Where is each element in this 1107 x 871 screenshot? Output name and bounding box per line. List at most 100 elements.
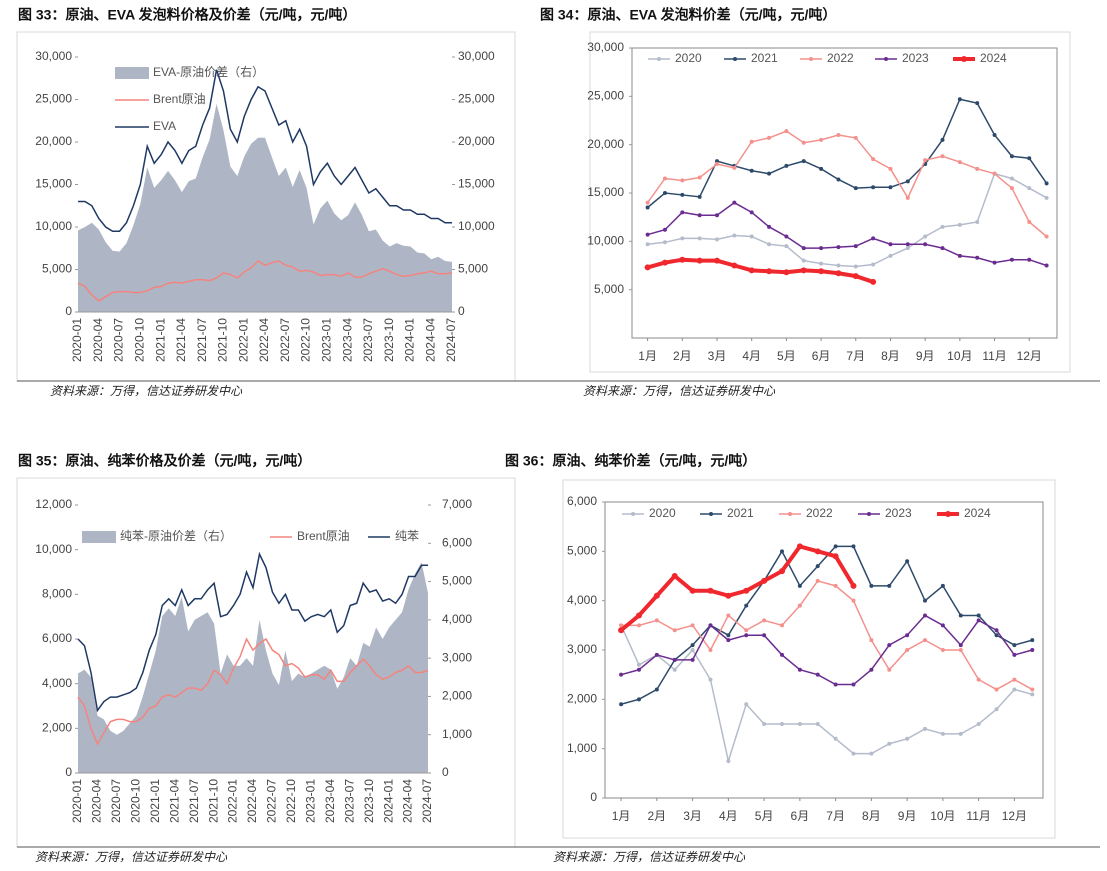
point: [801, 258, 806, 263]
point: [851, 544, 856, 549]
area: [78, 103, 452, 312]
point: [654, 687, 659, 692]
point: [732, 233, 737, 238]
point: [853, 186, 858, 191]
point: [797, 583, 802, 588]
point: [832, 553, 839, 560]
point: [697, 194, 702, 199]
point: [853, 244, 858, 249]
point: [815, 672, 820, 677]
x-tick-label: 5月: [755, 809, 774, 823]
point: [975, 166, 980, 171]
point: [957, 253, 962, 258]
point: [680, 210, 685, 215]
x-tick-label: 2021-10: [206, 779, 220, 823]
x-tick-label: 2021-07: [187, 779, 201, 823]
point: [887, 643, 892, 648]
x-tick-label: 2020-07: [112, 318, 126, 362]
x-tick-label: 3月: [683, 809, 702, 823]
source-note: 资料来源：万得，信达证券研发中心: [583, 384, 776, 398]
x-tick-label: 2022-07: [278, 318, 292, 362]
legend-label: Brent原油: [153, 92, 206, 106]
point: [923, 638, 928, 643]
point: [749, 139, 754, 144]
y2-tick-label: 5,000: [458, 262, 488, 276]
point: [957, 222, 962, 227]
x-tick-label: 2021-01: [148, 779, 162, 823]
x-tick-label: 11月: [982, 349, 1006, 363]
point: [779, 549, 784, 554]
point: [905, 648, 910, 652]
point: [662, 227, 667, 232]
x-tick-label: 2月: [673, 349, 692, 363]
x-tick-label: 11月: [966, 809, 990, 823]
x-tick-label: 2022-10: [284, 779, 298, 823]
x-tick-label: 2024-01: [381, 779, 395, 823]
point: [797, 603, 802, 608]
line: [78, 69, 452, 232]
point: [992, 260, 997, 265]
point: [743, 587, 750, 594]
source-note: 资料来源：万得，信达证券研发中心: [553, 850, 746, 864]
point: [958, 613, 963, 618]
point: [887, 583, 892, 588]
panel-border: [589, 31, 1071, 373]
point: [726, 613, 731, 618]
point: [1012, 677, 1017, 682]
point: [923, 613, 928, 618]
point: [672, 667, 677, 672]
point: [645, 200, 650, 205]
point: [744, 603, 749, 608]
point: [714, 257, 720, 264]
line: [647, 130, 1048, 238]
point: [871, 236, 876, 241]
x-tick-label: 2020-04: [91, 318, 105, 362]
x-tick-label: 8月: [881, 349, 900, 363]
x-tick-label: 2022-07: [265, 779, 279, 823]
legend-label: 2024: [980, 51, 1007, 65]
x-tick-label: 2024-04: [401, 779, 415, 823]
chart-title: 图 34：原油、EVA 发泡料价差（元/吨，元/吨）: [540, 7, 836, 23]
x-tick-label: 2020-01: [70, 318, 84, 362]
chart-panel: 图 35：原油、纯苯价格及价差（元/吨，元/吨） 资料来源：万得，信达证券研发中心…: [16, 453, 516, 864]
point: [940, 246, 945, 251]
point: [976, 613, 981, 618]
point: [662, 176, 667, 181]
point: [871, 157, 876, 162]
point: [994, 633, 999, 638]
y-tick-label: 30,000: [587, 40, 624, 54]
y-tick-label: 6,000: [42, 631, 72, 645]
x-tick-label: 2024-07: [420, 779, 434, 823]
point: [994, 628, 999, 633]
point: [762, 722, 767, 726]
point: [940, 137, 945, 142]
point: [645, 242, 650, 247]
point: [697, 175, 702, 180]
point: [888, 185, 893, 190]
point: [992, 133, 997, 137]
point: [784, 129, 789, 134]
point: [975, 255, 980, 260]
point: [749, 210, 754, 215]
y-tick-label: 0: [65, 304, 72, 318]
point: [851, 598, 856, 603]
point: [1012, 687, 1017, 692]
legend-label: EVA: [153, 119, 176, 133]
point: [819, 261, 824, 266]
line: [620, 625, 1033, 764]
point: [726, 638, 731, 643]
chart-title: 图 35：原油、纯苯价格及价差（元/吨，元/吨）: [18, 453, 311, 469]
point: [815, 578, 820, 583]
x-tick-label: 8月: [862, 809, 881, 823]
point: [871, 262, 876, 267]
x-tick-label: 2021-01: [153, 318, 167, 362]
point: [767, 224, 772, 229]
point: [836, 263, 841, 268]
point: [779, 623, 784, 628]
y-tick-label: 30,000: [35, 49, 72, 63]
point: [905, 559, 910, 564]
point: [940, 731, 945, 736]
chart-panel: 图 34：原油、EVA 发泡料价差（元/吨，元/吨） 资料来源：万得，信达证券研发…: [515, 7, 1100, 398]
chart-panel: 图 36：原油、纯苯价差（元/吨，元/吨） 资料来源：万得，信达证券研发中心 0 1,…: [505, 453, 1100, 864]
point: [940, 154, 945, 159]
